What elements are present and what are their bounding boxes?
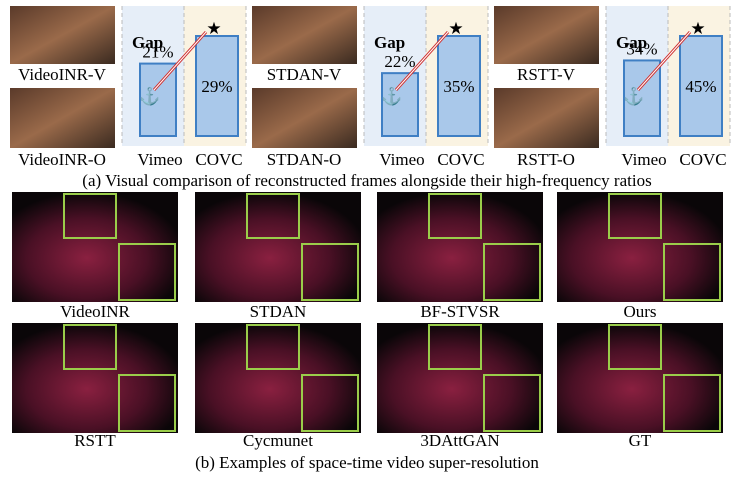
value-label: 21% [142,42,173,61]
bar [139,62,177,138]
zoom-box [608,324,662,370]
result-image [195,323,361,433]
image-label: STDAN [250,302,307,321]
result-image [12,323,178,433]
image-label: VideoINR-O [18,150,106,169]
result-image [377,192,543,302]
star-icon: ★ [690,19,705,38]
image-label: BF-STVSR [420,302,500,321]
zoom-box [246,193,300,239]
zoom-box [301,374,359,432]
image-label: RSTT [74,431,116,450]
result-image [377,323,543,433]
image-label: GT [629,431,652,450]
zoom-box [483,374,541,432]
result-image [557,192,723,302]
zoom-box [118,243,176,301]
zoom-box [663,243,721,301]
category-label: COVC [679,150,726,169]
value-label: 45% [685,77,716,96]
zoom-box [301,243,359,301]
gap-label: Gap [132,33,163,52]
star-icon: ★ [206,19,221,38]
zoom-box [63,193,117,239]
star-icon: ★ [448,19,463,38]
image-label: Ours [623,302,656,321]
gap-arrow-inner [637,31,691,91]
caption: (b) Examples of space-time video super-r… [195,453,539,472]
image-label: RSTT-O [517,150,575,169]
value-label: 35% [443,77,474,96]
image-label: VideoINR-V [18,65,106,84]
anchor-icon: ⚓ [139,86,160,106]
frame-image [10,6,115,64]
category-label: Vimeo [621,150,666,169]
category-label: COVC [437,150,484,169]
zoom-box [483,243,541,301]
bar [437,35,481,137]
result-image [557,323,723,433]
result-image [195,192,361,302]
zoom-box [118,374,176,432]
bar [679,35,723,137]
caption: (a) Visual comparison of reconstructed f… [82,171,651,190]
frame-image [494,88,599,148]
image-label: STDAN-V [267,65,342,84]
value-label: 22% [384,52,415,71]
image-label: 3DAttGAN [420,431,499,450]
image-label: VideoINR [60,302,130,321]
zoom-box [63,324,117,370]
image-label: Cycmunet [243,431,313,450]
gap-arrow-inner [395,31,449,91]
anchor-icon: ⚓ [381,86,402,106]
zoom-box [246,324,300,370]
frame-image [252,6,357,64]
zoom-box [663,374,721,432]
zoom-box [608,193,662,239]
image-label: RSTT-V [517,65,576,84]
anchor-icon: ⚓ [623,86,644,106]
bar [195,35,239,137]
gap-arrow-inner [153,31,207,91]
zoom-box [428,193,482,239]
category-label: Vimeo [137,150,182,169]
category-label: COVC [195,150,242,169]
gap-label: Gap [374,33,405,52]
frame-image [252,88,357,148]
value-label: 29% [201,77,232,96]
frame-image [10,88,115,148]
result-image [12,192,178,302]
zoom-box [428,324,482,370]
frame-image [494,6,599,64]
value-label: 34% [626,39,657,58]
category-label: Vimeo [379,150,424,169]
gap-label: Gap [616,33,647,52]
image-label: STDAN-O [267,150,342,169]
